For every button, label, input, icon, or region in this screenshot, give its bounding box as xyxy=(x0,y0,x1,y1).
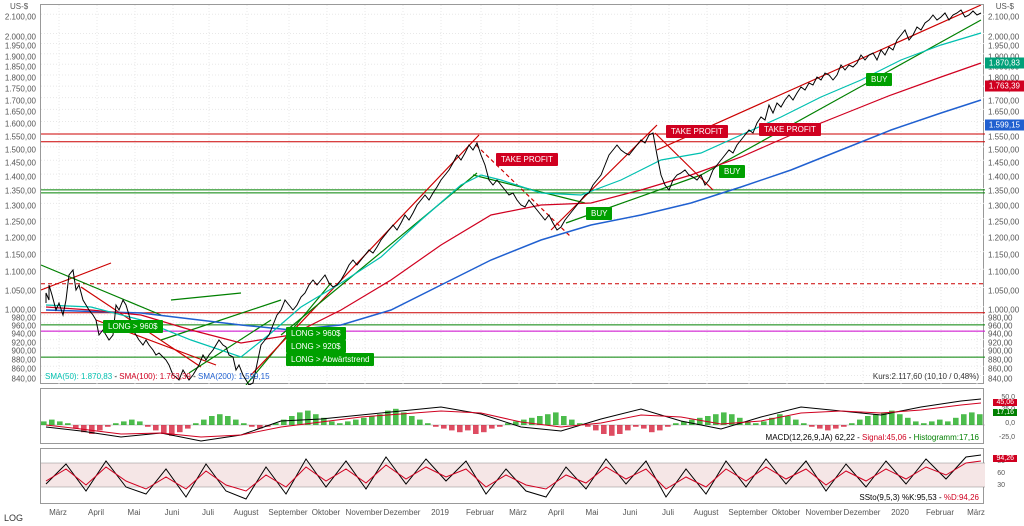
stoch-svg xyxy=(41,449,985,505)
price-chart[interactable]: SMA(50): 1.870,83 - SMA(100): 1.763,39 -… xyxy=(40,4,984,384)
macd-panel[interactable]: MACD(12,26,9,JA) 62,22 - Signal:45,06 - … xyxy=(40,388,984,444)
price-tag: 1.763,39 xyxy=(985,81,1024,92)
log-label: LOG xyxy=(4,513,23,523)
chart-label: TAKE PROFIT xyxy=(666,125,728,138)
chart-label: LONG > 920$ xyxy=(286,340,346,353)
sma-legend: SMA(50): 1.870,83 - SMA(100): 1.763,39 -… xyxy=(45,372,270,381)
chart-label: BUY xyxy=(866,73,892,86)
stoch-panel[interactable]: SSto(9,5,3) %K:95,53 - %D:94,26 30608094… xyxy=(40,448,984,504)
chart-label: LONG > Abwärtstrend xyxy=(286,353,374,366)
chart-label: BUY xyxy=(586,207,612,220)
trading-chart: US-$ US-$ 840,00860,00880,00900,00920,00… xyxy=(0,0,1024,526)
price-legend: Kurs:2.117,60 (10,10 / 0,48%) xyxy=(873,372,979,381)
stoch-legend: SSto(9,5,3) %K:95,53 - %D:94,26 xyxy=(859,493,979,502)
chart-label: BUY xyxy=(719,165,745,178)
price-svg xyxy=(41,5,985,385)
chart-label: LONG > 960$ xyxy=(286,327,346,340)
yaxis-right: 840,00860,00880,00900,00920,00940,00960,… xyxy=(986,4,1024,384)
chart-label: TAKE PROFIT xyxy=(496,153,558,166)
xaxis: MärzAprilMaiJuniJuliAugustSeptemberOktob… xyxy=(40,508,984,522)
price-tag: 1.599,15 xyxy=(985,119,1024,130)
chart-label: LONG > 960$ xyxy=(103,320,163,333)
yaxis-left: 840,00860,00880,00900,00920,00940,00960,… xyxy=(0,4,38,384)
macd-legend: MACD(12,26,9,JA) 62,22 - Signal:45,06 - … xyxy=(766,433,979,442)
chart-label: TAKE PROFIT xyxy=(759,123,821,136)
price-tag: 1.870,83 xyxy=(985,57,1024,68)
